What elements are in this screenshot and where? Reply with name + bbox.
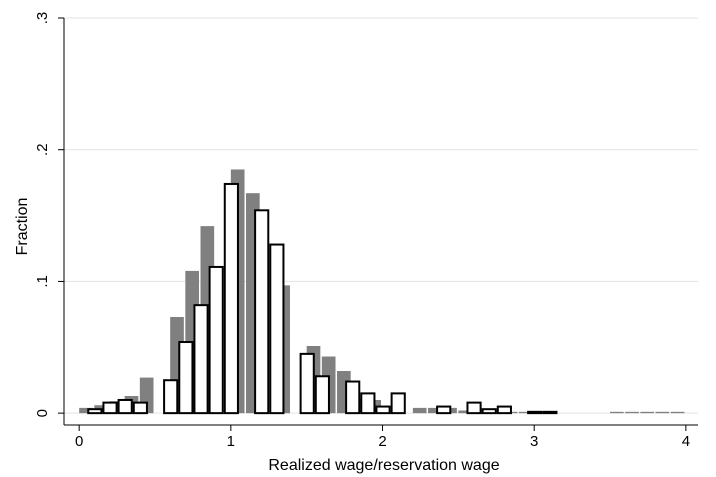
- y-tick-label: .3: [34, 12, 51, 25]
- x-tick-label: 2: [378, 433, 386, 450]
- outline-bars-series: [87, 182, 558, 415]
- y-axis-title: Fraction: [14, 198, 31, 256]
- outline-bar: [87, 408, 103, 415]
- outline-bar: [163, 379, 179, 415]
- outline-bar: [360, 392, 376, 415]
- outline-bar: [132, 401, 148, 415]
- outline-bar: [208, 265, 224, 415]
- outline-bar: [254, 209, 270, 415]
- outline-bar: [542, 410, 558, 415]
- filled-bar: [655, 411, 670, 414]
- filled-bar: [458, 410, 473, 414]
- outline-bar: [527, 410, 543, 415]
- filled-bar: [670, 411, 685, 414]
- outline-bar: [223, 182, 239, 415]
- outline-bar: [269, 243, 285, 415]
- outline-bar: [466, 401, 482, 415]
- x-axis-title: Realized wage/reservation wage: [268, 457, 499, 474]
- outline-bar: [481, 408, 497, 415]
- outline-bar: [496, 405, 512, 415]
- y-tick-label: 0: [34, 409, 51, 417]
- filled-bar: [79, 407, 93, 414]
- outline-bar: [299, 352, 315, 415]
- filled-bar: [610, 411, 624, 414]
- outline-bar: [436, 405, 452, 415]
- filled-bar: [428, 407, 442, 414]
- y-tick-label: .1: [34, 275, 51, 288]
- y-tick-label: .2: [34, 143, 51, 156]
- filled-bar: [412, 407, 427, 414]
- x-tick-label: 0: [75, 433, 83, 450]
- filled-bar: [625, 411, 639, 414]
- outline-bar: [345, 380, 361, 415]
- outline-bar: [314, 375, 330, 415]
- filled-bars-series: [79, 169, 685, 414]
- grid-layer: [64, 17, 698, 414]
- outline-bar: [178, 341, 194, 415]
- x-tick-label: 4: [682, 433, 690, 450]
- axes-layer: 0 .1 .2 .3 0 1 2 3 4: [34, 12, 698, 450]
- filled-bar: [640, 411, 655, 414]
- outline-bar: [390, 392, 406, 415]
- outline-bar: [102, 401, 118, 415]
- x-tick-label: 1: [227, 433, 235, 450]
- x-tick-label: 3: [530, 433, 538, 450]
- outline-bar: [193, 304, 209, 415]
- outline-bar: [375, 405, 391, 415]
- filled-bar: [519, 411, 533, 414]
- outline-bar: [117, 398, 133, 415]
